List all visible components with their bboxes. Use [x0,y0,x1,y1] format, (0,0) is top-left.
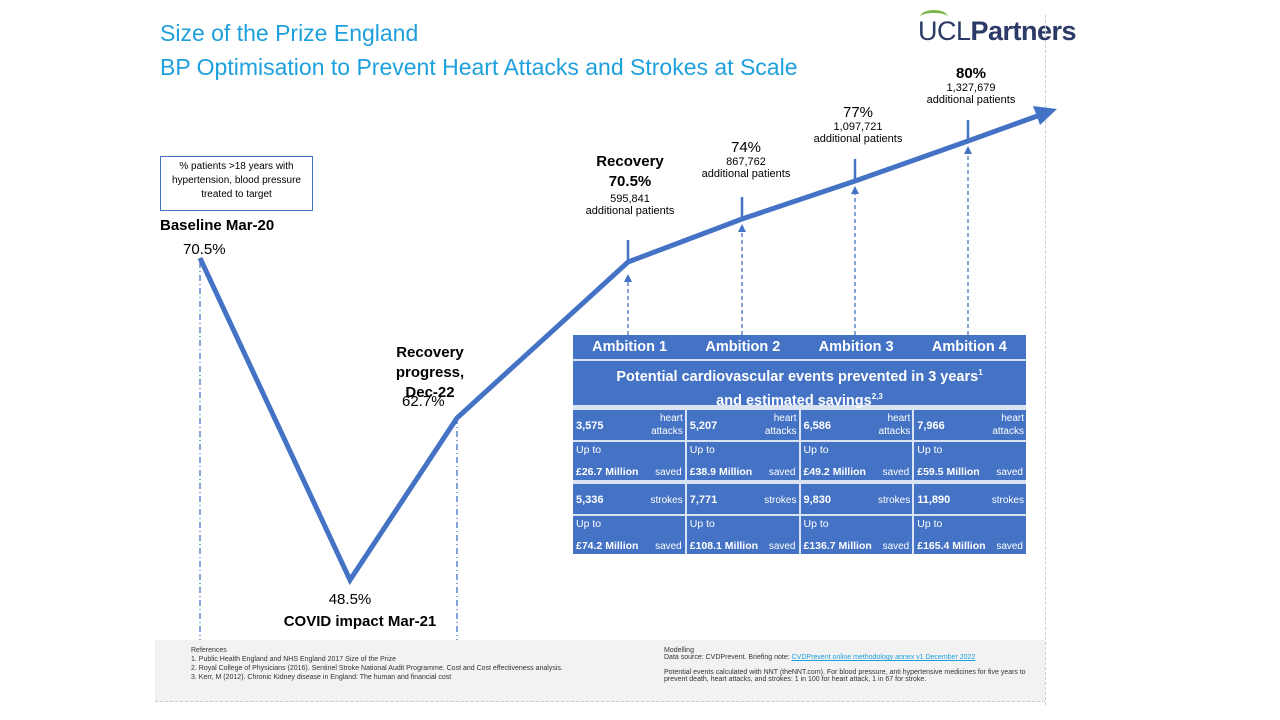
ucl-partners-logo: UCLPartners [918,10,1077,47]
legend-box: % patients >18 years with hypertension, … [160,156,313,211]
references: References 1. Public Health England and … [191,647,563,681]
stroke-grid: 5,336 strokes 7,771 strokes 9,830 strokes 11,8… [573,484,1026,554]
footer: References 1. Public Health England and … [155,640,1045,702]
ambition-1-annotation: Recovery 70.5% 595,841 additional patien… [585,153,675,217]
heart-count-cell: 3,575 heart attacks [573,410,685,440]
baseline-value: 70.5% [183,241,226,258]
strokes-savings-cell: Up to £136.7 Million saved [800,516,913,554]
ambition-2-annotation: 74% 867,762 additional patients [701,139,791,180]
ambition-3-header: Ambition 3 [818,339,894,355]
title-line-2: BP Optimisation to Prevent Heart Attacks… [160,54,798,80]
trend-line [197,112,1041,586]
arrow-head [1033,106,1057,125]
strokes-count-cell: 11,890 strokes [914,484,1026,514]
strokes-savings-cell: Up to £165.4 Million saved [914,516,1026,554]
covid-label: COVID impact Mar-21 [283,613,437,630]
ambition-3-annotation: 77% 1,097,721 additional patients [813,104,903,145]
heart-savings-cell: Up to £38.9 Million saved [686,442,799,480]
heart-count-cell: 6,586 heart attacks [800,410,913,440]
recovery-progress-label: Recovery progress, Dec-22 [395,344,465,401]
methodology-link[interactable]: CVDPrevent online methodology annex v1 D… [791,654,976,661]
ambition-2-header: Ambition 2 [705,339,781,355]
title-line-1: Size of the Prize England [160,20,419,46]
recovery-progress-value: 62.7% [402,393,445,410]
heart-attack-grid: 3,575 heart attacks 5,207 heart attacks 6,58… [573,410,1026,480]
strokes-savings-cell: Up to £108.1 Million saved [686,516,799,554]
covid-value: 48.5% [328,591,372,608]
ambition-1-header: Ambition 1 [592,339,668,355]
modelling-notes: Modelling Data source: CVDPrevent. Brief… [664,647,1026,683]
strokes-count-cell: 9,830 strokes [800,484,913,514]
ambition-4-annotation: 80% 1,327,679 additional patients [926,65,1016,106]
heart-savings-cell: Up to £59.5 Million saved [914,442,1026,480]
heart-savings-cell: Up to £26.7 Million saved [573,442,685,480]
heart-count-cell: 5,207 heart attacks [686,410,799,440]
strokes-count-cell: 5,336 strokes [573,484,685,514]
baseline-label: Baseline Mar-20 [160,217,275,234]
strokes-savings-cell: Up to £74.2 Million saved [573,516,685,554]
table-subheading: Potential cardiovascular events prevente… [573,361,1026,409]
heart-savings-cell: Up to £49.2 Million saved [800,442,913,480]
ambition-header-row: Ambition 1 Ambition 2 Ambition 3 Ambitio… [573,335,1026,359]
heart-count-cell: 7,966 heart attacks [914,410,1026,440]
ambition-4-header: Ambition 4 [931,339,1007,355]
ambition-table: Ambition 1 Ambition 2 Ambition 3 Ambitio… [573,335,1026,554]
strokes-count-cell: 7,771 strokes [686,484,799,514]
slide-border [1045,15,1046,705]
